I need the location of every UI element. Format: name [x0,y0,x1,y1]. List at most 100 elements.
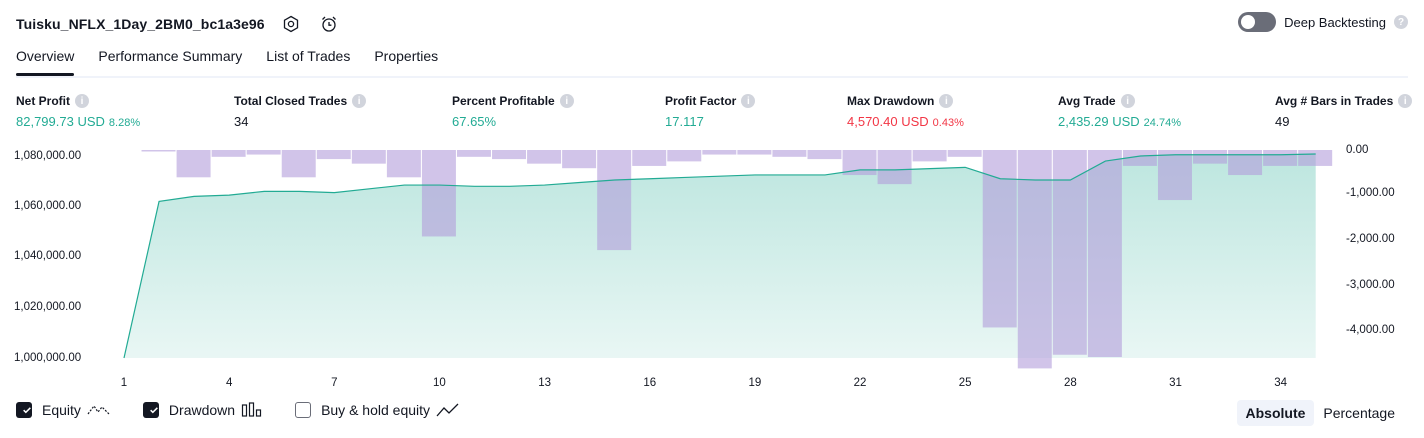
drawdown-bar [1157,150,1192,201]
y-right-tick: -1,000.00 [1346,187,1395,199]
legend-buy-hold[interactable]: Buy & hold equity [295,402,460,418]
strategy-title: Tuisku_NFLX_1Day_2BM0_bc1a3e96 [16,16,265,32]
drawdown-bar [562,150,597,169]
buyhold-checkbox[interactable] [295,402,312,418]
drawdown-bar [597,150,632,251]
x-tick: 13 [538,377,551,389]
drawdown-bar [1052,150,1087,355]
drawdown-bar [211,150,246,157]
stat-label: Percent Profitable [452,94,555,108]
info-icon[interactable]: i [741,94,756,108]
drawdown-bar [351,150,386,164]
drawdown-bar [702,150,737,155]
stat-label: Profit Factor [665,94,737,108]
legend-drawdown[interactable]: Drawdown [142,402,263,418]
drawdown-bar [1263,150,1298,166]
y-left-tick: 1,020,000.00 [14,301,82,313]
legend-drawdown-label: Drawdown [168,402,236,418]
chart-legend: Equity Drawdown Buy & hold equity [16,402,492,418]
stat-value: 82,799.73 USD [16,114,105,129]
equity-checkbox[interactable] [16,402,32,418]
tab-properties[interactable]: Properties [374,48,439,64]
x-tick: 22 [853,377,867,389]
bar-chart-icon [241,402,262,417]
legend-buyhold-label: Buy & hold equity [321,402,431,418]
stat-net-profit: Net Profit i 82,799.73 USD 8.28% [16,94,140,129]
tab-list-of-trades[interactable]: List of Trades [266,48,351,64]
x-tick: 25 [958,377,972,389]
equity-line [123,153,1316,359]
info-icon[interactable]: i [352,94,367,108]
drawdown-bar [737,150,772,155]
x-tick: 28 [1063,377,1077,389]
stat-label: Avg Trade [1058,94,1116,108]
drawdown-bar [527,150,562,164]
stat-avg-trade: Avg Trade i 2,435.29 USD 24.74% [1058,94,1181,129]
info-icon[interactable]: i [559,94,574,108]
drawdown-bar [1122,150,1157,166]
drawdown-bar [1193,150,1228,164]
stat-value: 17.117 [665,114,704,129]
drawdown-bar [842,150,877,176]
drawdown-checkbox[interactable] [142,402,159,418]
info-icon[interactable]: i [1120,94,1135,108]
stat-label: Total Closed Trades [234,94,348,108]
absolute-button[interactable]: Absolute [1236,400,1315,426]
drawdown-bar [281,150,316,178]
drawdown-bar [316,150,351,160]
drawdown-bar [772,150,807,157]
stat-sub: 24.74% [1143,117,1181,129]
stat-value: 49 [1275,114,1290,129]
drawdown-bar [176,150,211,178]
tab-performance-summary[interactable]: Performance Summary [98,48,243,64]
equity-area [124,153,1316,358]
x-tick: 1 [120,377,128,389]
scale-toggle: Absolute Percentage [1236,400,1405,426]
tab-overview[interactable]: Overview [16,44,75,76]
x-tick: 10 [433,377,446,389]
info-icon[interactable]: i [75,94,89,108]
percentage-button[interactable]: Percentage [1323,405,1395,421]
legend-equity-label: Equity [42,402,81,418]
x-tick: 34 [1274,377,1288,389]
x-tick: 19 [748,377,762,389]
stat-percent-profitable: Percent Profitable i 67.65% [452,94,574,129]
drawdown-bar [912,150,947,162]
drawdown-bar [632,150,667,166]
equity-line-icon [87,404,110,415]
x-tick: 16 [643,377,657,389]
settings-icon[interactable] [279,12,303,36]
y-left-tick: 1,040,000.00 [14,250,82,262]
deep-backtesting-toggle[interactable] [1238,12,1277,32]
y-left-tick: 1,000,000.00 [14,352,82,364]
drawdown-bar [877,150,912,185]
drawdown-bar [386,150,421,178]
y-right-tick: -3,000.00 [1346,279,1395,291]
x-tick: 31 [1169,377,1182,389]
drawdown-bar [246,150,281,155]
drawdown-bar [1017,150,1052,369]
drawdown-bar [1087,150,1122,358]
y-right-tick: 0.00 [1346,144,1369,156]
y-left-tick: 1,080,000.00 [14,150,82,162]
drawdown-bar [667,150,702,162]
y-left-tick: 1,060,000.00 [14,200,82,212]
stat-profit-factor: Profit Factor i 17.117 [665,94,756,129]
toggle-knob [1241,15,1256,29]
alarm-clock-add-icon[interactable] [317,12,341,36]
line-chart-icon [436,403,459,417]
x-tick: 4 [225,377,233,389]
drawdown-bar [1298,150,1333,166]
tab-bar: Overview Performance Summary List of Tra… [16,44,1408,78]
stat-total-closed-trades: Total Closed Trades i 34 [234,94,367,129]
info-icon[interactable]: i [939,94,954,108]
drawdown-bar [141,150,176,152]
legend-equity[interactable]: Equity [16,402,111,418]
drawdown-bar [947,150,982,157]
x-tick: 7 [331,377,338,389]
stat-sub: 0.43% [932,117,964,129]
info-icon[interactable]: i [1398,94,1413,108]
drawdown-bar [421,150,456,237]
help-icon[interactable]: ? [1394,15,1408,29]
drawdown-bar [492,150,527,160]
